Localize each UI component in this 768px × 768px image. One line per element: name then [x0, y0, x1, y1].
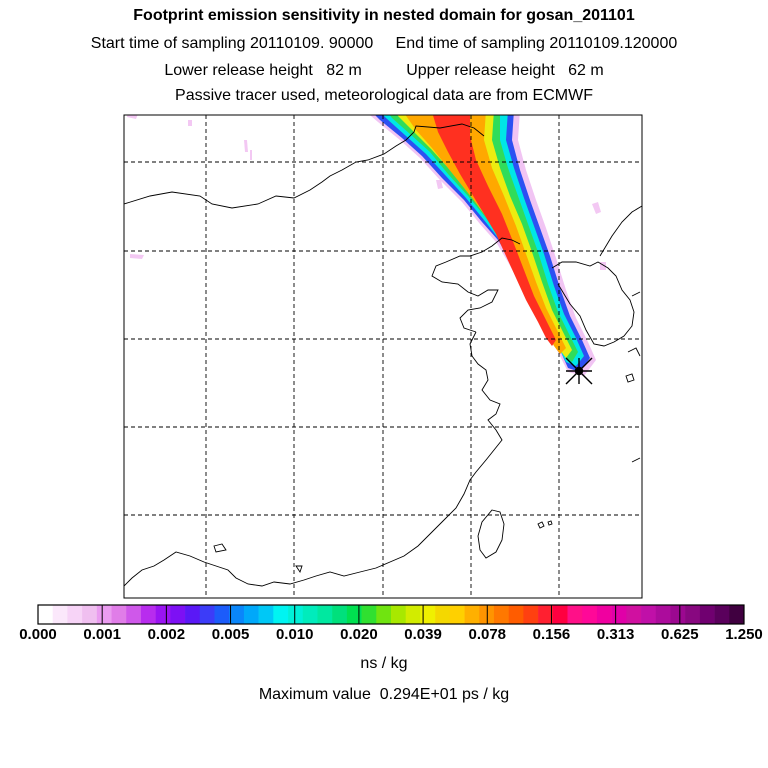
colorbar-swatch: [538, 605, 554, 624]
colorbar-swatch: [508, 605, 524, 624]
colorbar-frame: [37, 604, 745, 625]
colorbar-swatch: [435, 605, 451, 624]
colorbar-swatch: [258, 605, 274, 624]
colorbar-unit-label: ns / kg: [360, 655, 408, 672]
coastlines: [124, 123, 642, 587]
colorbar-swatch: [361, 605, 377, 624]
colorbar-swatch: [714, 605, 730, 624]
colorbar-tick-label: 0.156: [532, 626, 571, 643]
colorbar-swatch: [111, 605, 127, 624]
colorbar-swatch: [670, 605, 686, 624]
colorbar-swatch: [523, 605, 539, 624]
coastline-japan: [625, 291, 641, 463]
colorbar-swatch: [655, 605, 671, 624]
colorbar-tick-label: 0.625: [661, 626, 699, 643]
colorbar-swatch: [376, 605, 392, 624]
receptor-marker: [565, 357, 593, 385]
colorbar-swatch: [479, 605, 495, 624]
colorbar-tick-label: 0.002: [147, 626, 186, 643]
colorbar-swatch: [140, 605, 156, 624]
coastline-bohai: [431, 237, 521, 333]
colorbar-swatch: [214, 605, 230, 624]
colorbar-swatch: [464, 605, 480, 624]
colorbar-tick-label: 0.039: [404, 626, 442, 643]
colorbar-swatch: [302, 605, 318, 624]
colorbar-swatch: [229, 605, 245, 624]
colorbar-swatch: [317, 605, 333, 624]
coastline-taiwan: [477, 509, 505, 559]
maximum-value-label: Maximum value 0.294E+01 ps / kg: [258, 686, 510, 703]
colorbar-swatch: [420, 605, 436, 624]
colorbar-swatch: [596, 605, 612, 624]
colorbar-tick-label: 0.078: [468, 626, 507, 643]
colorbar-swatch: [155, 605, 171, 624]
tracer-info-line: Passive tracer used, meteorological data…: [175, 87, 593, 104]
plume-core: [432, 115, 556, 346]
colorbar-swatch: [391, 605, 407, 624]
colorbar-swatch: [52, 605, 68, 624]
colorbar-swatch: [582, 605, 598, 624]
colorbar-swatch: [641, 605, 657, 624]
colorbar-swatch: [611, 605, 627, 624]
sampling-time-line: Start time of sampling 20110109. 90000 E…: [90, 35, 678, 52]
colorbar-swatch: [170, 605, 186, 624]
coastline-korea: [551, 261, 635, 347]
plot-title: Footprint emission sensitivity in nested…: [133, 7, 635, 24]
colorbar-swatch: [699, 605, 715, 624]
colorbar-swatch: [685, 605, 701, 624]
colorbar-swatch: [67, 605, 83, 624]
colorbar-swatch: [567, 605, 583, 624]
colorbar-tick-label: 0.010: [275, 626, 314, 643]
coastline-north-china: [124, 123, 485, 209]
colorbar-swatch: [493, 605, 509, 624]
colorbar-tick-label: 0.001: [83, 626, 121, 643]
release-height-line: Lower release height 82 m Upper release …: [164, 62, 604, 79]
graticule: [124, 115, 642, 598]
map-frame: [123, 114, 643, 599]
coastline-manchuria: [599, 205, 642, 257]
colorbar-swatch: [332, 605, 348, 624]
colorbar-tick-label: 0.005: [211, 626, 250, 643]
colorbar-swatch: [185, 605, 201, 624]
colorbar-swatch: [288, 605, 304, 624]
plume-layer: [127, 115, 606, 376]
colorbar-tick-label: 1.250: [725, 626, 763, 643]
colorbar-swatch: [552, 605, 568, 624]
colorbar-swatch: [273, 605, 289, 624]
colorbar-swatch: [405, 605, 421, 624]
colorbar-swatch: [38, 605, 54, 624]
colorbar-tick-label: 0.000: [19, 626, 57, 643]
colorbar-swatch: [346, 605, 362, 624]
colorbar-tick-label: 0.020: [340, 626, 378, 643]
coastline-islands: [213, 520, 553, 574]
colorbar-swatch: [199, 605, 215, 624]
colorbar: [37, 605, 745, 624]
colorbar-swatch: [449, 605, 465, 624]
colorbar-swatch: [729, 605, 745, 624]
colorbar-swatch: [243, 605, 259, 624]
colorbar-swatch: [96, 605, 112, 624]
coastline-east-china: [124, 331, 503, 587]
colorbar-tick-label: 0.313: [596, 626, 635, 643]
colorbar-swatch: [626, 605, 642, 624]
colorbar-swatch: [82, 605, 98, 624]
colorbar-swatch: [126, 605, 142, 624]
